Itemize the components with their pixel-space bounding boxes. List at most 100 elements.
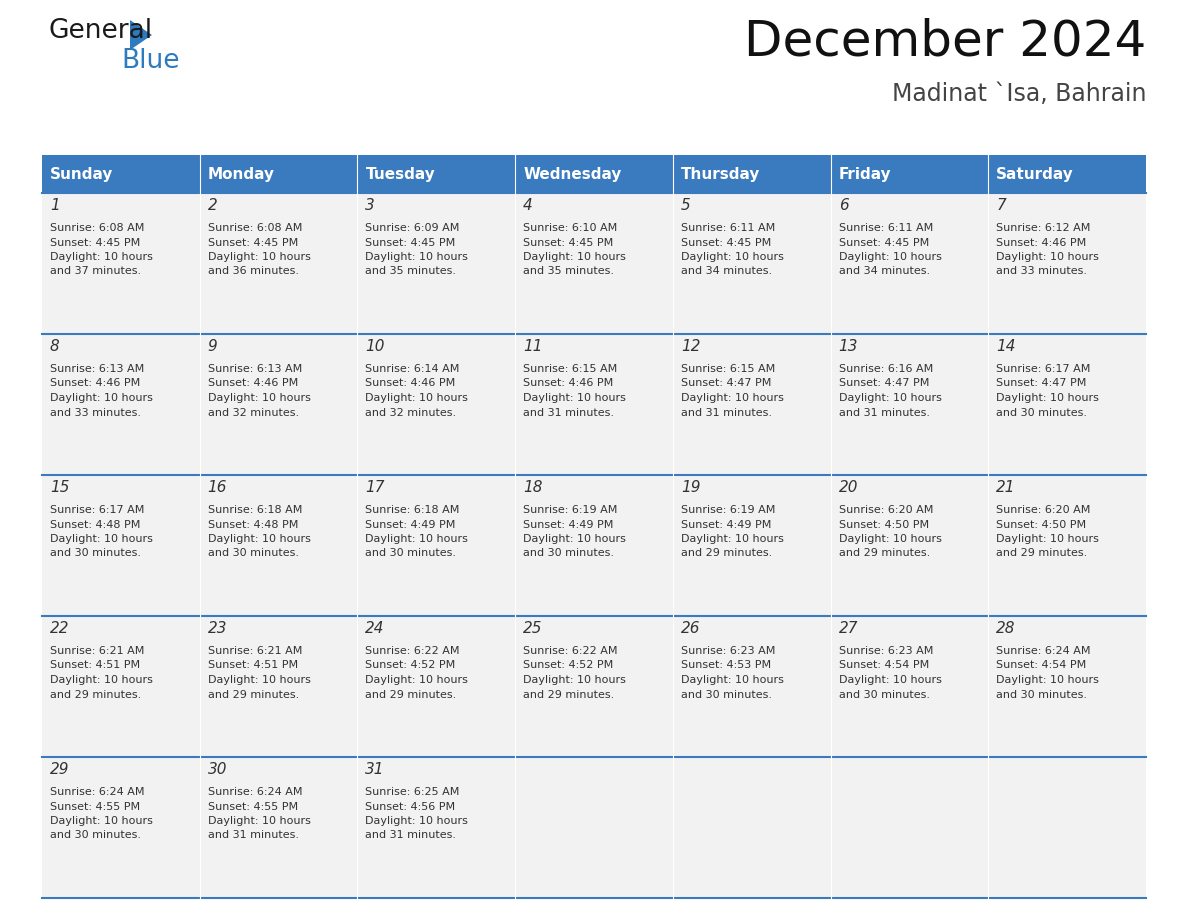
- Text: and 30 minutes.: and 30 minutes.: [523, 548, 614, 558]
- Text: Daylight: 10 hours: Daylight: 10 hours: [681, 675, 784, 685]
- Text: Sunrise: 6:12 AM: Sunrise: 6:12 AM: [997, 223, 1091, 233]
- Text: and 30 minutes.: and 30 minutes.: [997, 408, 1087, 418]
- Bar: [672, 616, 830, 757]
- Text: and 30 minutes.: and 30 minutes.: [208, 548, 298, 558]
- Text: 27: 27: [839, 621, 858, 636]
- Text: Daylight: 10 hours: Daylight: 10 hours: [50, 252, 153, 262]
- Text: Sunset: 4:50 PM: Sunset: 4:50 PM: [839, 520, 929, 530]
- Text: 31: 31: [366, 762, 385, 777]
- Bar: [200, 475, 358, 616]
- Bar: [830, 334, 988, 475]
- Text: 11: 11: [523, 339, 543, 354]
- Text: Sunrise: 6:22 AM: Sunrise: 6:22 AM: [366, 646, 460, 656]
- Text: Sunset: 4:45 PM: Sunset: 4:45 PM: [366, 238, 456, 248]
- Text: Daylight: 10 hours: Daylight: 10 hours: [839, 675, 941, 685]
- Bar: [672, 193, 830, 334]
- Text: 22: 22: [50, 621, 70, 636]
- Bar: [200, 155, 358, 193]
- Text: Sunrise: 6:15 AM: Sunrise: 6:15 AM: [523, 364, 618, 374]
- Text: Daylight: 10 hours: Daylight: 10 hours: [366, 816, 468, 826]
- Text: Sunset: 4:52 PM: Sunset: 4:52 PM: [366, 660, 456, 670]
- Text: Sunset: 4:47 PM: Sunset: 4:47 PM: [839, 378, 929, 388]
- Text: 20: 20: [839, 480, 858, 495]
- Bar: [516, 475, 672, 616]
- Bar: [516, 616, 672, 757]
- Text: Sunset: 4:47 PM: Sunset: 4:47 PM: [997, 378, 1087, 388]
- Text: Sunset: 4:52 PM: Sunset: 4:52 PM: [523, 660, 613, 670]
- Text: Sunset: 4:55 PM: Sunset: 4:55 PM: [50, 801, 140, 812]
- Bar: [358, 616, 516, 757]
- Text: Sunrise: 6:21 AM: Sunrise: 6:21 AM: [50, 646, 145, 656]
- Text: and 31 minutes.: and 31 minutes.: [523, 408, 614, 418]
- Text: 13: 13: [839, 339, 858, 354]
- Text: Sunset: 4:48 PM: Sunset: 4:48 PM: [50, 520, 140, 530]
- Bar: [200, 616, 358, 757]
- Text: 2: 2: [208, 198, 217, 213]
- Text: 29: 29: [50, 762, 70, 777]
- Text: 9: 9: [208, 339, 217, 354]
- Text: Friday: Friday: [839, 166, 891, 182]
- Text: Sunrise: 6:08 AM: Sunrise: 6:08 AM: [50, 223, 145, 233]
- Text: 15: 15: [50, 480, 70, 495]
- Text: Sunset: 4:46 PM: Sunset: 4:46 PM: [523, 378, 613, 388]
- Text: Daylight: 10 hours: Daylight: 10 hours: [681, 252, 784, 262]
- Text: and 29 minutes.: and 29 minutes.: [681, 548, 772, 558]
- Text: 6: 6: [839, 198, 848, 213]
- Text: Daylight: 10 hours: Daylight: 10 hours: [208, 534, 310, 544]
- Text: Daylight: 10 hours: Daylight: 10 hours: [50, 393, 153, 403]
- Text: Wednesday: Wednesday: [523, 166, 621, 182]
- Text: Sunset: 4:51 PM: Sunset: 4:51 PM: [208, 660, 298, 670]
- Text: Blue: Blue: [121, 48, 179, 74]
- Text: Sunrise: 6:23 AM: Sunrise: 6:23 AM: [839, 646, 933, 656]
- Text: and 30 minutes.: and 30 minutes.: [997, 689, 1087, 700]
- Text: Daylight: 10 hours: Daylight: 10 hours: [523, 393, 626, 403]
- Text: Daylight: 10 hours: Daylight: 10 hours: [839, 534, 941, 544]
- Bar: [516, 757, 672, 898]
- Bar: [42, 193, 200, 334]
- Text: 14: 14: [997, 339, 1016, 354]
- Bar: [988, 193, 1146, 334]
- Text: Daylight: 10 hours: Daylight: 10 hours: [523, 675, 626, 685]
- Text: Sunrise: 6:20 AM: Sunrise: 6:20 AM: [839, 505, 933, 515]
- Text: and 36 minutes.: and 36 minutes.: [208, 266, 298, 276]
- Text: Sunset: 4:45 PM: Sunset: 4:45 PM: [839, 238, 929, 248]
- Text: Daylight: 10 hours: Daylight: 10 hours: [208, 816, 310, 826]
- Text: Sunrise: 6:19 AM: Sunrise: 6:19 AM: [681, 505, 776, 515]
- Text: 28: 28: [997, 621, 1016, 636]
- Text: Sunrise: 6:25 AM: Sunrise: 6:25 AM: [366, 787, 460, 797]
- Bar: [42, 757, 200, 898]
- Text: and 33 minutes.: and 33 minutes.: [50, 408, 141, 418]
- Text: and 37 minutes.: and 37 minutes.: [50, 266, 141, 276]
- Bar: [516, 334, 672, 475]
- Text: and 31 minutes.: and 31 minutes.: [681, 408, 772, 418]
- Text: Sunset: 4:53 PM: Sunset: 4:53 PM: [681, 660, 771, 670]
- Text: and 30 minutes.: and 30 minutes.: [50, 831, 141, 841]
- Text: Daylight: 10 hours: Daylight: 10 hours: [997, 252, 1099, 262]
- Text: Daylight: 10 hours: Daylight: 10 hours: [208, 675, 310, 685]
- Text: Sunset: 4:45 PM: Sunset: 4:45 PM: [208, 238, 298, 248]
- Text: 10: 10: [366, 339, 385, 354]
- Text: Tuesday: Tuesday: [366, 166, 435, 182]
- Text: Sunrise: 6:17 AM: Sunrise: 6:17 AM: [997, 364, 1091, 374]
- Text: Daylight: 10 hours: Daylight: 10 hours: [681, 534, 784, 544]
- Text: and 30 minutes.: and 30 minutes.: [681, 689, 772, 700]
- Text: Sunset: 4:56 PM: Sunset: 4:56 PM: [366, 801, 455, 812]
- Text: 4: 4: [523, 198, 533, 213]
- Text: Daylight: 10 hours: Daylight: 10 hours: [50, 675, 153, 685]
- Text: 5: 5: [681, 198, 690, 213]
- Bar: [42, 334, 200, 475]
- Text: Sunset: 4:49 PM: Sunset: 4:49 PM: [366, 520, 456, 530]
- Text: Sunrise: 6:09 AM: Sunrise: 6:09 AM: [366, 223, 460, 233]
- Bar: [358, 155, 516, 193]
- Bar: [42, 616, 200, 757]
- Bar: [988, 757, 1146, 898]
- Text: Sunrise: 6:18 AM: Sunrise: 6:18 AM: [366, 505, 460, 515]
- Text: Sunset: 4:46 PM: Sunset: 4:46 PM: [208, 378, 298, 388]
- Bar: [830, 193, 988, 334]
- Bar: [672, 334, 830, 475]
- Text: Sunset: 4:54 PM: Sunset: 4:54 PM: [839, 660, 929, 670]
- Text: and 30 minutes.: and 30 minutes.: [366, 548, 456, 558]
- Bar: [42, 155, 200, 193]
- Text: Daylight: 10 hours: Daylight: 10 hours: [50, 534, 153, 544]
- Bar: [42, 475, 200, 616]
